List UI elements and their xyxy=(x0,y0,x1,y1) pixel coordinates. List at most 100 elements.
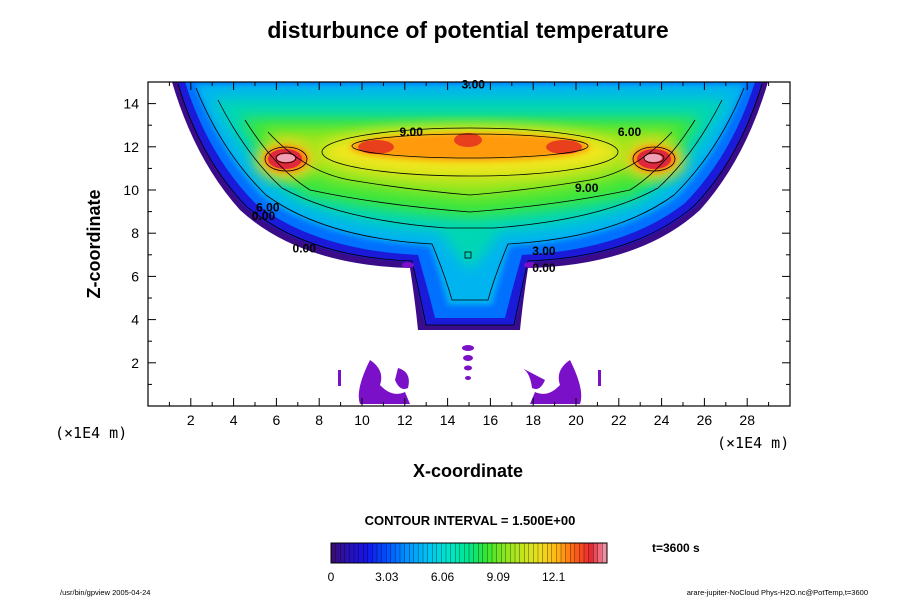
x-tick-label: 2 xyxy=(187,412,195,428)
x-tick-label: 16 xyxy=(483,412,499,428)
colorbar-cell xyxy=(593,542,599,564)
contour-lines xyxy=(177,83,763,326)
colorbar-cell xyxy=(556,542,562,564)
colorbar-cell xyxy=(574,542,580,564)
colorbar-cell xyxy=(445,542,452,564)
y-tick-label: 10 xyxy=(123,182,139,198)
x-tick-label: 14 xyxy=(440,412,456,428)
colorbar-cell xyxy=(487,542,493,564)
colorbar-tick-label: 12.1 xyxy=(542,570,566,584)
colorbar-cell xyxy=(399,542,406,564)
colorbar-cell xyxy=(560,542,567,564)
colorbar-cell xyxy=(464,542,470,564)
contour-labels: 3.009.00 6.009.006.000.000.00 3.000.00 xyxy=(252,77,642,275)
colorbar-cell xyxy=(570,542,576,564)
warm-core xyxy=(358,140,394,154)
colorbar-tick-label: 6.06 xyxy=(431,570,455,584)
colorbar-tick-labels: 0 3.03 6.06 9.09 12.1 xyxy=(328,570,566,584)
y-tick-label: 6 xyxy=(131,268,139,284)
colorbar-cell xyxy=(413,542,419,564)
colorbar-cell xyxy=(395,542,401,564)
x-tick-label: 4 xyxy=(230,412,238,428)
colorbar-cell xyxy=(358,542,364,564)
y-tick-label: 14 xyxy=(123,96,139,112)
x-tick-label: 28 xyxy=(739,412,755,428)
contour-label: 0.00 xyxy=(293,242,317,256)
colorbar-cell xyxy=(441,542,447,564)
colorbar-frame xyxy=(330,542,608,564)
colorbar xyxy=(330,542,608,564)
contour-label: 3.00 xyxy=(462,77,486,91)
colorbar-cell xyxy=(519,542,525,564)
colorbar-cell xyxy=(459,542,465,564)
contour-label: 0.00 xyxy=(532,261,556,275)
colorbar-cell xyxy=(340,542,346,564)
warm-core-right xyxy=(546,140,582,154)
colorbar-cell xyxy=(478,542,484,564)
colorbar-tick-label: 9.09 xyxy=(487,570,511,584)
lower-blobs xyxy=(338,262,601,404)
y-tick-label: 8 xyxy=(131,225,139,241)
colorbar-cell xyxy=(551,542,557,564)
colorbar-cell xyxy=(542,542,548,564)
y-tick-label: 2 xyxy=(131,355,139,371)
colorbar-cell xyxy=(579,542,585,564)
colorbar-cell xyxy=(335,542,341,564)
y-tick-labels: 2 4 6 8 10 12 14 xyxy=(123,96,139,371)
colorbar-cell xyxy=(386,542,392,564)
contour-label: 0.00 xyxy=(252,209,276,223)
colorbar-cell xyxy=(501,542,507,564)
heatmap-field xyxy=(172,82,768,404)
colorbar-cell xyxy=(427,542,433,564)
contour-label: 9.00 xyxy=(575,181,599,195)
colorbar-cell xyxy=(455,542,461,564)
y-tick-label: 12 xyxy=(123,139,139,155)
x-tick-label: 20 xyxy=(568,412,584,428)
x-tick-label: 18 xyxy=(525,412,541,428)
contour-label: 6.00 xyxy=(618,125,642,139)
colorbar-cell xyxy=(363,542,369,564)
colorbar-tick-label: 0 xyxy=(328,570,335,584)
colorbar-cell xyxy=(432,542,438,564)
colorbar-cell xyxy=(404,542,410,564)
chart-title: disturbunce of potential temperature xyxy=(267,17,668,43)
colorbar-cell xyxy=(468,542,475,564)
colorbar-cell xyxy=(588,542,594,564)
colorbar-cell xyxy=(409,542,415,564)
colorbar-cell xyxy=(367,542,373,564)
contour-label: 3.00 xyxy=(532,244,556,258)
colorbar-cell xyxy=(514,542,521,564)
x-tick-label: 6 xyxy=(273,412,281,428)
colorbar-cell xyxy=(372,542,378,564)
time-label: t=3600 s xyxy=(652,541,700,555)
colorbar-cell xyxy=(528,542,534,564)
colorbar-cell xyxy=(491,542,498,564)
x-tick-label: 26 xyxy=(697,412,713,428)
colorbar-cell xyxy=(482,542,488,564)
y-axis-label: Z-coordinate xyxy=(84,189,104,298)
colorbar-cell xyxy=(422,542,429,564)
colorbar-cell xyxy=(330,542,337,564)
x-tick-label: 10 xyxy=(354,412,370,428)
colorbar-cell xyxy=(537,542,544,564)
colorbar-cell xyxy=(418,542,424,564)
left-lobe-peak xyxy=(277,154,295,162)
colorbar-cell xyxy=(547,542,553,564)
x-tick-label: 12 xyxy=(397,412,413,428)
band-8 xyxy=(350,133,590,161)
x-unit-label: (×1E4 m) xyxy=(55,424,127,442)
colorbar-cell xyxy=(353,542,360,564)
z-unit-label: (×1E4 m) xyxy=(717,434,789,452)
colorbar-cell xyxy=(510,542,516,564)
x-axis-label: X-coordinate xyxy=(413,461,523,481)
colorbar-cell xyxy=(583,542,590,564)
colorbar-cell xyxy=(450,542,456,564)
footer-right: arare-jupiter-NoCloud Phys-H2O.nc@PotTem… xyxy=(687,588,868,597)
colorbar-cell xyxy=(473,542,479,564)
colorbar-cell xyxy=(496,542,502,564)
x-tick-label: 24 xyxy=(654,412,670,428)
footer-left: /usr/bin/gpview 2005-04-24 xyxy=(60,588,150,597)
x-tick-label: 8 xyxy=(315,412,323,428)
colorbar-cell xyxy=(436,542,442,564)
